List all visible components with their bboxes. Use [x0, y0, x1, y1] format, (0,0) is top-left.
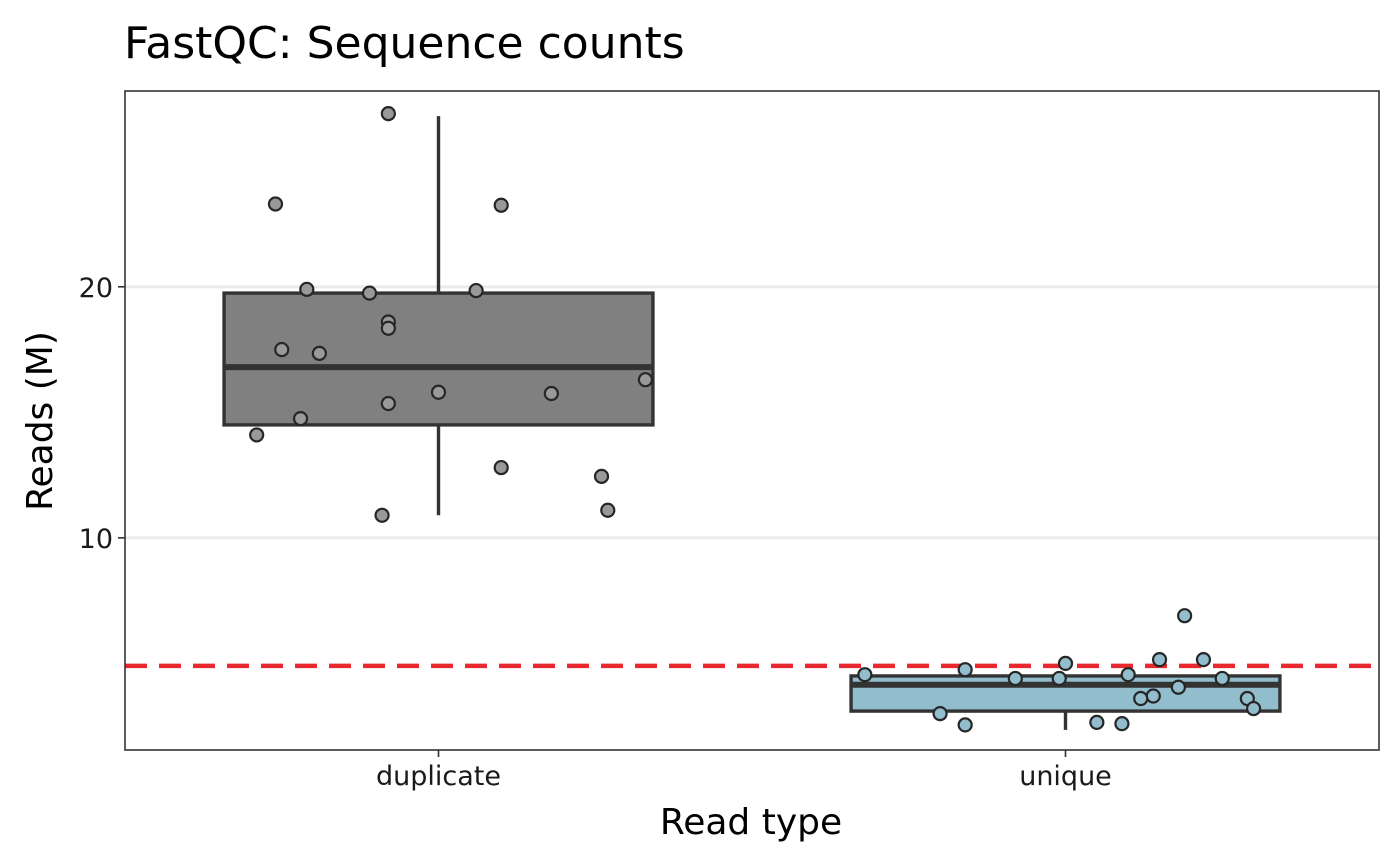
point-duplicate	[637, 372, 654, 388]
point-duplicate	[600, 502, 616, 518]
point-duplicate	[593, 468, 610, 484]
points-group	[249, 105, 1262, 733]
point-unique	[1057, 655, 1074, 671]
point-unique	[1245, 700, 1262, 717]
point-duplicate	[299, 281, 315, 297]
point-unique	[1133, 690, 1149, 707]
point-duplicate	[311, 345, 327, 361]
point-duplicate	[543, 385, 559, 402]
plot-panel-border	[124, 90, 1380, 751]
point-duplicate	[249, 427, 265, 443]
point-unique	[1151, 652, 1168, 668]
y-tick-label: 10	[79, 524, 113, 555]
point-unique	[1007, 670, 1023, 687]
chart-title: FastQC: Sequence counts	[124, 18, 685, 69]
point-duplicate	[292, 411, 309, 427]
point-duplicate	[468, 282, 484, 299]
gridlines	[125, 285, 1379, 540]
boxes-group	[222, 116, 1282, 730]
point-unique	[1114, 716, 1130, 732]
point-unique	[1089, 714, 1105, 730]
point-duplicate	[267, 196, 284, 212]
point-unique	[957, 662, 973, 678]
point-unique	[1051, 670, 1067, 687]
point-duplicate	[493, 197, 509, 213]
x-tick-label: unique	[1019, 761, 1112, 792]
point-duplicate	[274, 341, 290, 358]
point-unique	[1177, 608, 1193, 624]
point-unique	[1145, 688, 1161, 704]
point-duplicate	[493, 459, 509, 476]
x-tick-label: duplicate	[376, 761, 501, 792]
x-axis-title: Read type	[660, 802, 842, 843]
point-unique	[857, 667, 873, 683]
point-duplicate	[380, 320, 396, 336]
point-duplicate	[361, 285, 378, 301]
point-unique	[1120, 667, 1136, 683]
point-unique	[1195, 652, 1212, 668]
y-ticks: 10 20	[79, 273, 125, 555]
point-unique	[932, 705, 948, 722]
point-unique	[1170, 679, 1186, 695]
y-tick-label: 20	[79, 273, 113, 304]
point-unique	[1214, 670, 1230, 687]
point-duplicate	[430, 384, 447, 400]
point-duplicate	[374, 507, 390, 523]
point-duplicate	[380, 105, 396, 122]
x-ticks: duplicate unique	[376, 750, 1112, 792]
box-duplicate	[222, 291, 655, 427]
point-duplicate	[380, 395, 396, 412]
y-axis-title: Reads (M)	[20, 331, 61, 511]
point-unique	[957, 717, 973, 733]
